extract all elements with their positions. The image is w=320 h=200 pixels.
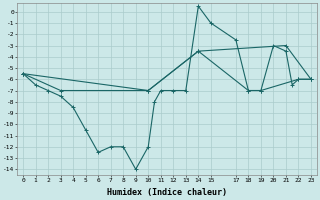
X-axis label: Humidex (Indice chaleur): Humidex (Indice chaleur) [107, 188, 227, 197]
